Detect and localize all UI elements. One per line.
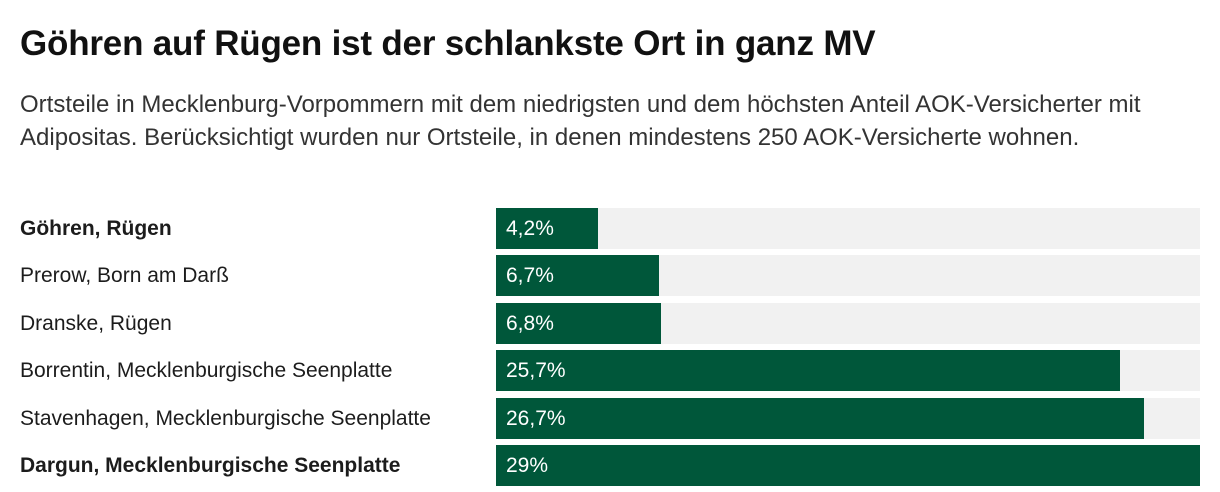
bar bbox=[496, 350, 1120, 392]
chart-subtitle: Ortsteile in Mecklenburg-Vorpommern mit … bbox=[20, 91, 1141, 151]
bar-row: Prerow, Born am Darß 6,7% bbox=[20, 255, 1200, 297]
bar-row: Borrentin, Mecklenburgische Seenplatte 25… bbox=[20, 350, 1200, 392]
bar bbox=[496, 255, 659, 297]
bar-track: 29% bbox=[496, 444, 1200, 486]
value-label: 26,7% bbox=[506, 406, 566, 430]
value-label: 29% bbox=[506, 453, 549, 477]
bar-track: 25,7% bbox=[496, 350, 1200, 392]
bar bbox=[496, 397, 1145, 439]
category-label: Borrentin, Mecklenburgische Seenplatte bbox=[20, 359, 393, 383]
category-label: Dargun, Mecklenburgische Seenplatte bbox=[20, 453, 401, 477]
bar bbox=[496, 208, 598, 249]
bar-track: 6,7% bbox=[496, 255, 1200, 297]
bar bbox=[496, 444, 1200, 486]
bar-row: Dranske, Rügen 6,8% bbox=[20, 302, 1200, 344]
value-label: 25,7% bbox=[506, 359, 566, 383]
category-label: Dranske, Rügen bbox=[20, 311, 172, 335]
value-label: 6,8% bbox=[506, 311, 554, 335]
bar-track: 4,2% bbox=[496, 208, 1200, 249]
value-label: 6,7% bbox=[506, 264, 554, 288]
bar-track: 26,7% bbox=[496, 397, 1200, 439]
bar-row: Stavenhagen, Mecklenburgische Seenplatte… bbox=[20, 397, 1200, 439]
value-label: 4,2% bbox=[506, 217, 554, 240]
category-label: Stavenhagen, Mecklenburgische Seenplatte bbox=[20, 406, 431, 430]
bar-chart: Göhren, Rügen 4,2% Prerow, Born am Darß 6,7… bbox=[20, 208, 1200, 492]
bar-row: Dargun, Mecklenburgische Seenplatte 29% bbox=[20, 444, 1200, 486]
bar-track: 6,8% bbox=[496, 302, 1200, 344]
category-label: Prerow, Born am Darß bbox=[20, 264, 229, 288]
chart-title: Göhren auf Rügen ist der schlankste Ort … bbox=[20, 24, 876, 63]
bar-row: Göhren, Rügen 4,2% bbox=[20, 208, 1200, 249]
bar bbox=[496, 302, 662, 344]
category-label: Göhren, Rügen bbox=[20, 217, 172, 240]
